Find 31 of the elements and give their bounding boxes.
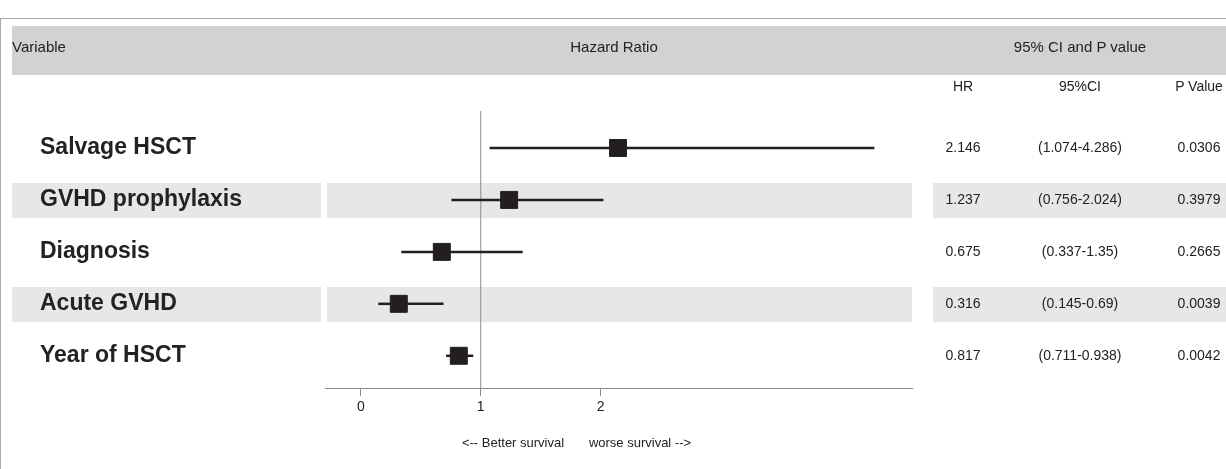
text: 95% CI and P value <box>1013 38 1147 56</box>
y-tick-label: Diagnosis <box>40 237 150 264</box>
y-tick-label: Salvage HSCT <box>40 133 196 160</box>
text: 0.0042 <box>1177 346 1221 363</box>
text: 0.0039 <box>1177 294 1221 311</box>
data-label: 0.817 <box>945 346 981 363</box>
text: HR <box>952 77 974 94</box>
x-tick-label: 2 <box>596 398 605 415</box>
text: worse survival --> <box>587 434 692 450</box>
y-tick-label: Year of HSCT <box>40 341 186 368</box>
x-tick-label: 0 <box>357 398 366 415</box>
x-tick-label: 1 <box>476 398 485 415</box>
text: (1.074-4.286) <box>1037 138 1123 155</box>
data-label: 1.237 <box>945 190 981 207</box>
text: (0.756-2.024) <box>1037 190 1123 207</box>
text: 0.2665 <box>1177 242 1221 259</box>
text: (0.145-0.69) <box>1041 294 1119 311</box>
text: (0.337-1.35) <box>1041 242 1119 259</box>
y-tick-label: Acute GVHD <box>40 289 177 316</box>
text: <-- Better survival <box>461 434 565 450</box>
text: Variable <box>12 38 66 56</box>
text: 0.0306 <box>1177 138 1221 155</box>
text: (0.711-0.938) <box>1038 346 1122 363</box>
y-tick-label: GVHD prophylaxis <box>40 185 242 212</box>
text: P Value <box>1175 77 1224 94</box>
text: 0.3979 <box>1177 190 1221 207</box>
text: Hazard Ratio <box>570 38 658 56</box>
data-label: 0.675 <box>945 242 981 259</box>
data-label: 0.316 <box>945 294 981 311</box>
text: 95%CI <box>1058 77 1102 94</box>
data-label: 2.146 <box>945 138 981 155</box>
